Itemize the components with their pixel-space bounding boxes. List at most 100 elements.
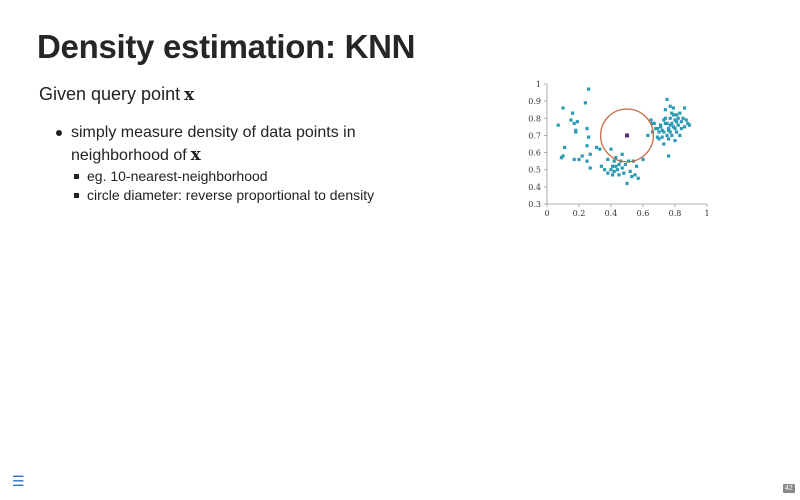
data-point (676, 123, 680, 127)
y-tick-label: 0.6 (528, 149, 541, 158)
data-point (556, 123, 560, 127)
data-point (606, 171, 610, 175)
scatter-chart: 0 0.2 0.4 0.6 0.8 1 0.3 0.4 0.5 0.6 0.7 0.8 0.9 1 (528, 80, 709, 218)
slide-title: Density estimation: KNN (37, 28, 416, 65)
data-point (662, 142, 666, 146)
data-point (571, 111, 575, 115)
x-tick-label: 0.6 (637, 209, 650, 218)
data-point (681, 116, 685, 120)
data-point (657, 130, 661, 134)
data-point (678, 133, 682, 138)
data-point (572, 121, 576, 126)
data-point (667, 154, 671, 158)
data-point (659, 125, 663, 129)
subtitle: Given query point x (39, 84, 194, 105)
data-point (606, 157, 610, 162)
x-tick-label: 0.4 (605, 209, 618, 218)
data-point (569, 118, 573, 122)
data-point (668, 104, 672, 108)
data-point (609, 168, 613, 172)
data-point (561, 154, 565, 158)
data-point (678, 111, 682, 115)
data-point (635, 164, 639, 168)
data-point (686, 121, 690, 126)
data-point (574, 128, 578, 132)
data-point (617, 162, 621, 167)
data-point (612, 169, 616, 174)
data-point (585, 126, 589, 131)
data-point (663, 108, 667, 112)
y-tick-label: 0.7 (528, 131, 541, 140)
data-point (667, 137, 671, 141)
query-point (625, 133, 629, 138)
neighborhood-symbol: x (190, 145, 201, 165)
data-point (676, 116, 680, 120)
data-point (611, 173, 615, 177)
query-point-symbol: x (184, 85, 195, 105)
data-point (559, 156, 563, 160)
data-point (660, 135, 664, 139)
data-point (671, 106, 675, 110)
data-point (667, 126, 671, 131)
data-points (556, 87, 691, 186)
y-tick-label: 0.8 (528, 114, 541, 123)
data-point (673, 118, 677, 122)
data-point (670, 133, 674, 138)
data-point (651, 121, 655, 126)
data-point (575, 120, 579, 124)
data-point (683, 106, 687, 110)
data-point (633, 173, 637, 177)
data-point (673, 138, 677, 143)
data-point (614, 164, 618, 168)
data-point (598, 147, 602, 151)
data-point (614, 156, 618, 160)
data-point (611, 164, 615, 168)
data-point (683, 125, 687, 129)
data-point (620, 152, 624, 156)
y-tick-label: 0.9 (528, 97, 541, 106)
page-number-badge: 42 (783, 484, 795, 493)
hamburger-menu-icon[interactable]: ☰ (12, 473, 25, 489)
bullet-text-line2: neighborhood of (71, 147, 187, 164)
subtitle-text: Given query point (39, 84, 181, 104)
data-point (684, 118, 688, 122)
data-point (580, 154, 584, 158)
data-point (657, 137, 661, 141)
data-point (599, 164, 603, 168)
data-point (687, 123, 691, 127)
data-point (668, 116, 672, 120)
data-point (679, 120, 683, 124)
y-tick-label: 0.5 (528, 166, 541, 175)
data-point (646, 133, 650, 138)
data-point (615, 168, 619, 172)
data-point (663, 116, 667, 120)
data-point (587, 135, 591, 139)
data-point (625, 181, 629, 186)
data-point (588, 166, 592, 170)
bullet-list: simply measure density of data points in… (56, 122, 416, 205)
data-point (649, 118, 653, 122)
data-point (588, 152, 592, 156)
data-point (630, 174, 634, 179)
data-point (563, 145, 567, 150)
data-point (655, 135, 659, 139)
data-point (585, 144, 589, 148)
data-point (603, 168, 607, 172)
x-tick-label: 0 (544, 209, 549, 218)
data-point (667, 128, 671, 132)
data-point (585, 159, 589, 163)
y-tick-label: 0.3 (528, 200, 541, 209)
data-point (583, 101, 587, 105)
data-point (623, 162, 627, 167)
data-point (617, 173, 621, 177)
data-point (670, 121, 674, 126)
data-point (671, 113, 675, 117)
bullet-item: simply measure density of data points in… (56, 122, 416, 167)
data-point (665, 121, 669, 126)
data-point (641, 157, 645, 162)
data-point (628, 169, 632, 174)
data-point (662, 130, 666, 134)
data-point (574, 130, 578, 134)
data-point (620, 166, 624, 170)
data-point (595, 145, 599, 150)
